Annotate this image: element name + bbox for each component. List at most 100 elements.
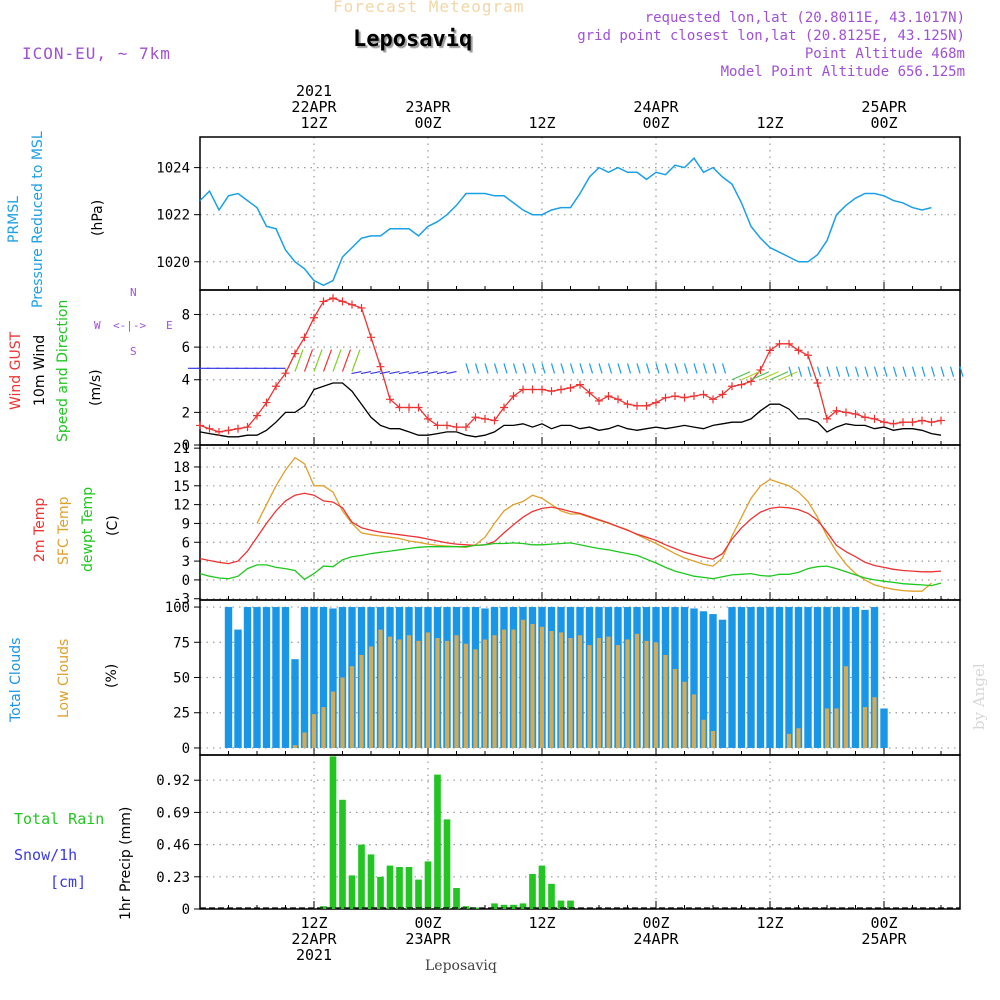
total-cloud-bar [272, 607, 280, 748]
gust-marker [490, 416, 499, 425]
total-cloud-bar [329, 608, 337, 748]
total-cloud-bar [281, 607, 290, 748]
wind-direction-arrow [474, 363, 480, 374]
low-cloud-bar [463, 643, 469, 748]
rain-bar [567, 900, 574, 909]
low-cloud-bar [416, 640, 421, 748]
gust-marker [861, 413, 869, 422]
precip-snow-label: Snow/1h [14, 846, 78, 864]
total-cloud-bar [262, 607, 271, 748]
wind-direction-arrow [607, 363, 613, 374]
gust-marker [462, 423, 470, 432]
gust-marker [785, 339, 793, 348]
low-cloud-bar [634, 633, 640, 748]
wind-direction-arrow [636, 363, 641, 374]
low-cloud-bar [501, 629, 507, 748]
wind-direction-arrow [731, 371, 751, 381]
wind-direction-arrow [560, 363, 565, 374]
clouds-total-label: Total Clouds [8, 637, 24, 722]
gust-marker [500, 403, 508, 412]
gust-marker [823, 414, 831, 423]
top-time-label: 12Z [528, 114, 555, 132]
wind-direction-arrow [313, 349, 323, 372]
wind-direction-arrow [427, 370, 438, 375]
top-time-label: 00Z [642, 114, 669, 132]
y-tick-label: 15 [173, 479, 190, 495]
wind-direction-arrow [522, 363, 527, 374]
rain-bar [377, 876, 384, 909]
rain-bar [500, 904, 508, 909]
wind-direction-arrow [379, 370, 391, 375]
compass-east: E [166, 319, 173, 332]
rain-bar [424, 861, 432, 909]
wind-direction-arrow [408, 370, 419, 375]
wind-direction-arrow [664, 363, 670, 374]
precip-rain-label: Total Rain [14, 810, 105, 828]
top-time-label: 22APR [291, 98, 337, 116]
gust-marker [899, 418, 907, 427]
low-cloud-bar [368, 646, 374, 748]
y-tick-label: 21 [173, 441, 190, 457]
gust-marker [424, 414, 432, 423]
wind-direction-arrow [816, 366, 822, 377]
compass-arrows: <-|-> [113, 319, 147, 332]
low-cloud-bar [292, 745, 298, 748]
low-cloud-bar [425, 632, 431, 748]
gust-marker [205, 424, 214, 433]
gust-marker [927, 418, 936, 427]
gust-marker [338, 297, 347, 306]
top-time-label: 2021 [296, 82, 332, 100]
bottom-location-label: Leposaviq [425, 958, 497, 974]
low-cloud-bar [824, 708, 830, 748]
wind-direction-arrow [626, 363, 632, 374]
gust-marker [471, 413, 480, 422]
gust-marker [937, 416, 945, 425]
low-cloud-bar [843, 666, 849, 748]
gust-marker [585, 388, 594, 397]
gust-marker [728, 382, 736, 391]
gust-marker [794, 346, 803, 355]
dewpoint-line [199, 542, 942, 587]
gust-marker [842, 408, 850, 417]
pressure-unit: (hPa) [90, 199, 106, 236]
rain-bar [538, 865, 546, 909]
gust-marker [661, 393, 670, 402]
panel-frame [199, 444, 961, 601]
gust-marker [889, 419, 898, 428]
wind-unit: (m/s) [88, 369, 104, 406]
gust-marker [262, 398, 271, 407]
low-cloud-bar [406, 635, 412, 748]
gust-marker [367, 333, 375, 342]
rain-bar [339, 799, 346, 909]
bottom-time-label: 12Z [756, 914, 783, 932]
gust-marker [737, 380, 746, 389]
y-tick-label: 1020 [156, 255, 190, 271]
gust-marker [329, 294, 337, 303]
low-cloud-bar [644, 640, 649, 748]
gust-marker [272, 382, 280, 391]
rain-bar [434, 774, 441, 909]
y-tick-label: 0.92 [156, 773, 190, 789]
wind-direction-arrow [940, 366, 945, 377]
wind-direction-arrow [779, 371, 798, 381]
y-tick-label: 0 [182, 902, 190, 918]
gust-marker [547, 387, 556, 396]
total-cloud-bar [224, 607, 233, 748]
pressure-label-prmsl: PRMSL [6, 196, 22, 243]
low-cloud-bar [577, 635, 583, 748]
wind-direction-arrow [760, 371, 779, 381]
y-tick-label: 25 [173, 706, 190, 722]
low-cloud-bar [473, 649, 478, 748]
gust-marker [718, 390, 727, 399]
low-cloud-bar [872, 697, 877, 748]
gust-marker [756, 365, 765, 374]
wind-direction-arrow [294, 349, 304, 372]
gust-marker [310, 313, 318, 322]
wind-direction-arrow [588, 363, 594, 374]
low-cloud-bar [539, 626, 545, 748]
y-tick-label: 0.23 [156, 870, 190, 886]
rain-bar [453, 888, 460, 909]
wind-direction-arrow [788, 366, 793, 377]
low-cloud-bar [568, 638, 573, 748]
rain-bar [367, 854, 375, 909]
